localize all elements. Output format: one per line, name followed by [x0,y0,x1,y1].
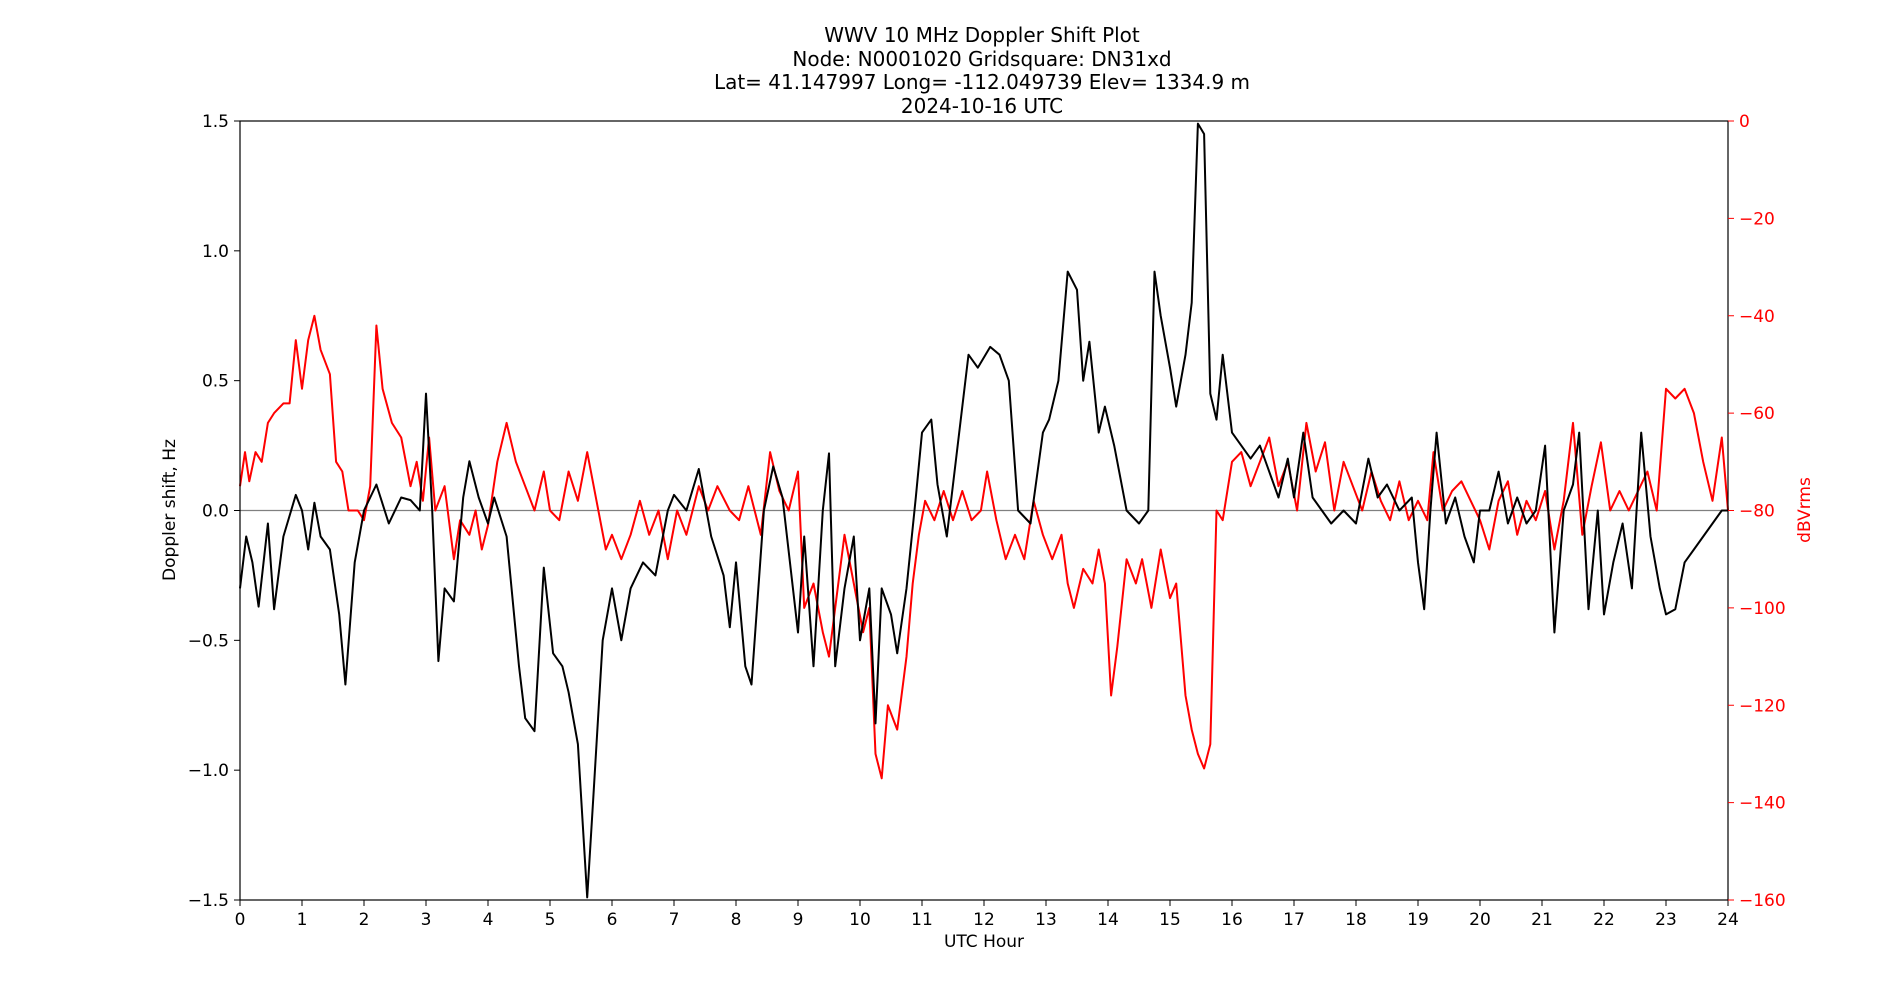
y-right-tick-label: −60 [1739,404,1775,424]
x-tick-label: 17 [1283,910,1305,930]
x-axis: 0 1 2 3 4 5 6 7 8 9 10 11 12 13 14 15 16 17 18 19 20 21 22 23 24 [235,900,1739,930]
x-tick-label: 10 [849,910,871,930]
y-axis-left-label: Doppler shift, Hz [160,439,180,581]
x-tick-label: 3 [421,910,432,930]
x-tick-label: 18 [1345,910,1367,930]
x-tick-label: 21 [1531,910,1553,930]
y-left-tick-label: −1.5 [188,891,229,911]
x-tick-label: 15 [1159,910,1181,930]
x-axis-label: UTC Hour [944,932,1024,952]
y-right-tick-label: −160 [1739,891,1786,911]
title-line-4: 2024-10-16 UTC [901,94,1063,118]
y-right-tick-label: −100 [1739,599,1786,619]
x-tick-label: 7 [669,910,680,930]
x-tick-label: 6 [607,910,618,930]
x-tick-label: 5 [545,910,556,930]
y-right-tick-label: −20 [1739,209,1775,229]
x-tick-label: 12 [973,910,995,930]
x-tick-label: 9 [793,910,804,930]
doppler-shift-line [239,122,1728,899]
x-tick-label: 20 [1469,910,1491,930]
x-tick-label: 23 [1655,910,1677,930]
y-axis-right-label: dBVrms [1795,477,1815,543]
x-tick-label: 8 [731,910,742,930]
title-line-1: WWV 10 MHz Doppler Shift Plot [824,23,1140,47]
signal-level-line [239,314,1729,780]
y-right-tick-label: −40 [1739,307,1775,327]
title-line-3: Lat= 41.147997 Long= -112.049739 Elev= 1… [714,70,1250,94]
x-tick-label: 22 [1593,910,1615,930]
y-right-tick-label: −80 [1739,502,1775,522]
y-left-tick-label: 1.5 [202,112,229,132]
y-left-tick-label: 1.0 [202,242,229,262]
y-axis-right: 0 −20 −40 −60 −80 −100 −120 −140 −160 [1728,112,1786,911]
y-right-tick-label: 0 [1739,112,1750,132]
y-left-tick-label: −1.0 [188,761,229,781]
x-tick-label: 24 [1717,910,1739,930]
x-tick-label: 1 [297,910,308,930]
chart-title: WWV 10 MHz Doppler Shift Plot Node: N000… [714,23,1250,118]
x-tick-label: 11 [911,910,933,930]
x-tick-label: 13 [1035,910,1057,930]
y-axis-left: 1.5 1.0 0.5 0.0 −0.5 −1.0 −1.5 [188,112,240,911]
plot-content [239,122,1729,899]
y-left-tick-label: 0.0 [202,502,229,522]
x-tick-label: 2 [359,910,370,930]
x-tick-label: 16 [1221,910,1243,930]
y-left-tick-label: −0.5 [188,631,229,651]
y-right-tick-label: −120 [1739,696,1786,716]
y-right-tick-label: −140 [1739,794,1786,814]
x-tick-label: 19 [1407,910,1429,930]
x-tick-label: 0 [235,910,246,930]
x-tick-label: 4 [483,910,494,930]
y-left-tick-label: 0.5 [202,372,229,392]
title-line-2: Node: N0001020 Gridsquare: DN31xd [792,47,1171,71]
x-tick-label: 14 [1097,910,1119,930]
